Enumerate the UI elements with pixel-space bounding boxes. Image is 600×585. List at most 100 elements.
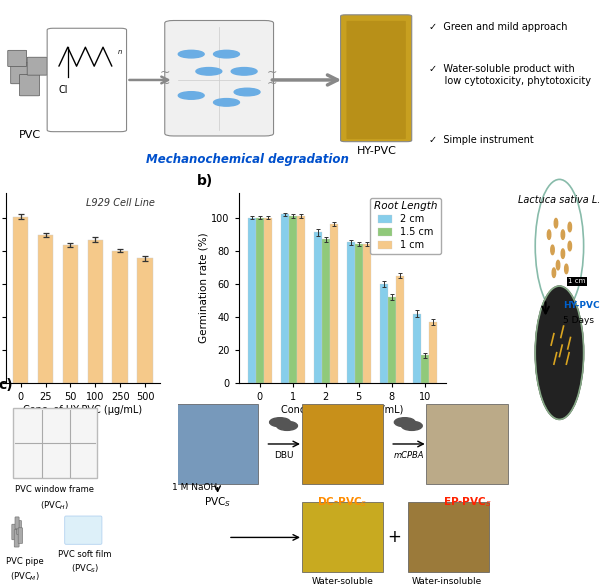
Text: 5 Days: 5 Days (563, 316, 594, 325)
Circle shape (231, 67, 257, 75)
FancyBboxPatch shape (302, 404, 383, 484)
FancyBboxPatch shape (65, 516, 102, 544)
Bar (428, 322, 437, 383)
Text: L929 Cell Line: L929 Cell Line (86, 198, 155, 208)
Text: ~
~: ~ ~ (266, 66, 277, 90)
Text: HY-PVC: HY-PVC (356, 146, 397, 156)
FancyBboxPatch shape (12, 524, 17, 540)
Bar (314, 232, 322, 383)
Circle shape (547, 230, 551, 239)
Text: mCPBA: mCPBA (394, 451, 424, 460)
FancyBboxPatch shape (47, 28, 127, 132)
X-axis label: Conc. of HY-PVC (mg/mL): Conc. of HY-PVC (mg/mL) (281, 405, 403, 415)
Bar (347, 242, 355, 383)
Bar (62, 245, 78, 383)
FancyBboxPatch shape (302, 503, 383, 573)
Bar (413, 314, 421, 383)
Text: (PVC$_S$): (PVC$_S$) (71, 563, 99, 575)
Text: PVC: PVC (19, 130, 41, 140)
Legend: 2 cm, 1.5 cm, 1 cm: 2 cm, 1.5 cm, 1 cm (370, 198, 441, 254)
Circle shape (277, 421, 298, 431)
Bar (297, 216, 305, 383)
Bar (88, 240, 103, 383)
Text: +: + (388, 528, 401, 546)
Text: ✓  Water-soluble product with
     low cytotoxicity, phytotoxicity: ✓ Water-soluble product with low cytotox… (430, 64, 592, 86)
FancyBboxPatch shape (346, 21, 406, 139)
FancyBboxPatch shape (14, 529, 19, 547)
Text: ~
~: ~ ~ (160, 66, 170, 90)
Circle shape (214, 50, 239, 58)
FancyBboxPatch shape (15, 517, 19, 529)
FancyBboxPatch shape (341, 15, 412, 142)
Bar (322, 239, 330, 383)
Text: Cl: Cl (59, 85, 68, 95)
Text: DC-PVC$_S$: DC-PVC$_S$ (317, 495, 368, 510)
FancyBboxPatch shape (407, 503, 489, 573)
Bar (248, 218, 256, 383)
FancyBboxPatch shape (177, 404, 259, 484)
FancyBboxPatch shape (17, 521, 22, 534)
Text: ✓  Green and mild approach: ✓ Green and mild approach (430, 22, 568, 32)
Bar (13, 216, 28, 383)
Text: DBU: DBU (274, 451, 294, 460)
Circle shape (552, 268, 556, 277)
Circle shape (556, 260, 560, 270)
Circle shape (568, 241, 572, 251)
Bar (38, 235, 53, 383)
Circle shape (561, 230, 565, 239)
Bar (264, 218, 272, 383)
Text: EP-PVC$_S$: EP-PVC$_S$ (443, 495, 491, 510)
Bar (330, 224, 338, 383)
Text: PVC window frame: PVC window frame (16, 485, 94, 494)
FancyBboxPatch shape (427, 404, 508, 484)
Circle shape (535, 180, 584, 313)
Circle shape (568, 222, 572, 232)
Text: (PVC$_M$): (PVC$_M$) (10, 570, 40, 583)
Text: b): b) (197, 174, 213, 188)
Bar (137, 258, 152, 383)
Circle shape (554, 218, 557, 228)
Circle shape (401, 421, 422, 431)
FancyBboxPatch shape (13, 408, 97, 479)
Text: PVC pipe: PVC pipe (6, 558, 44, 566)
Circle shape (269, 418, 290, 426)
FancyBboxPatch shape (18, 528, 23, 543)
FancyBboxPatch shape (8, 50, 26, 67)
Text: 1 cm: 1 cm (568, 278, 586, 284)
Text: Water-insoluble
product: Water-insoluble product (411, 577, 481, 585)
Bar (395, 276, 404, 383)
Y-axis label: Germination rate (%): Germination rate (%) (199, 233, 208, 343)
Circle shape (178, 92, 204, 99)
Text: PVC$_S$: PVC$_S$ (204, 495, 231, 510)
Text: ✓  Simple instrument: ✓ Simple instrument (430, 135, 534, 145)
Text: PVC soft film: PVC soft film (58, 550, 112, 559)
Bar (289, 216, 297, 383)
Bar (355, 244, 362, 383)
Text: $_n$: $_n$ (116, 47, 122, 57)
Bar (281, 214, 289, 383)
Bar (362, 244, 371, 383)
Bar (380, 284, 388, 383)
FancyBboxPatch shape (20, 74, 40, 96)
Circle shape (394, 418, 415, 426)
FancyBboxPatch shape (165, 20, 274, 136)
Bar (421, 355, 428, 383)
Circle shape (561, 249, 565, 259)
Circle shape (565, 264, 568, 274)
Text: Mechanochemical degradation: Mechanochemical degradation (146, 153, 349, 166)
Bar (112, 251, 128, 383)
Circle shape (535, 286, 584, 419)
X-axis label: Conc. of HY-PVC (μg/mL): Conc. of HY-PVC (μg/mL) (23, 405, 142, 415)
Circle shape (214, 99, 239, 106)
Circle shape (234, 88, 260, 96)
Text: 1 M NaOH: 1 M NaOH (172, 483, 218, 492)
Bar (388, 297, 395, 383)
Text: Water-soluble
product: Water-soluble product (311, 577, 373, 585)
Circle shape (178, 50, 204, 58)
Circle shape (551, 245, 554, 254)
Text: Lactuca sativa L.: Lactuca sativa L. (518, 195, 600, 205)
Circle shape (196, 67, 222, 75)
FancyBboxPatch shape (27, 57, 47, 75)
Text: HY-PVC: HY-PVC (563, 301, 599, 309)
Text: (PVC$_H$): (PVC$_H$) (40, 500, 70, 512)
